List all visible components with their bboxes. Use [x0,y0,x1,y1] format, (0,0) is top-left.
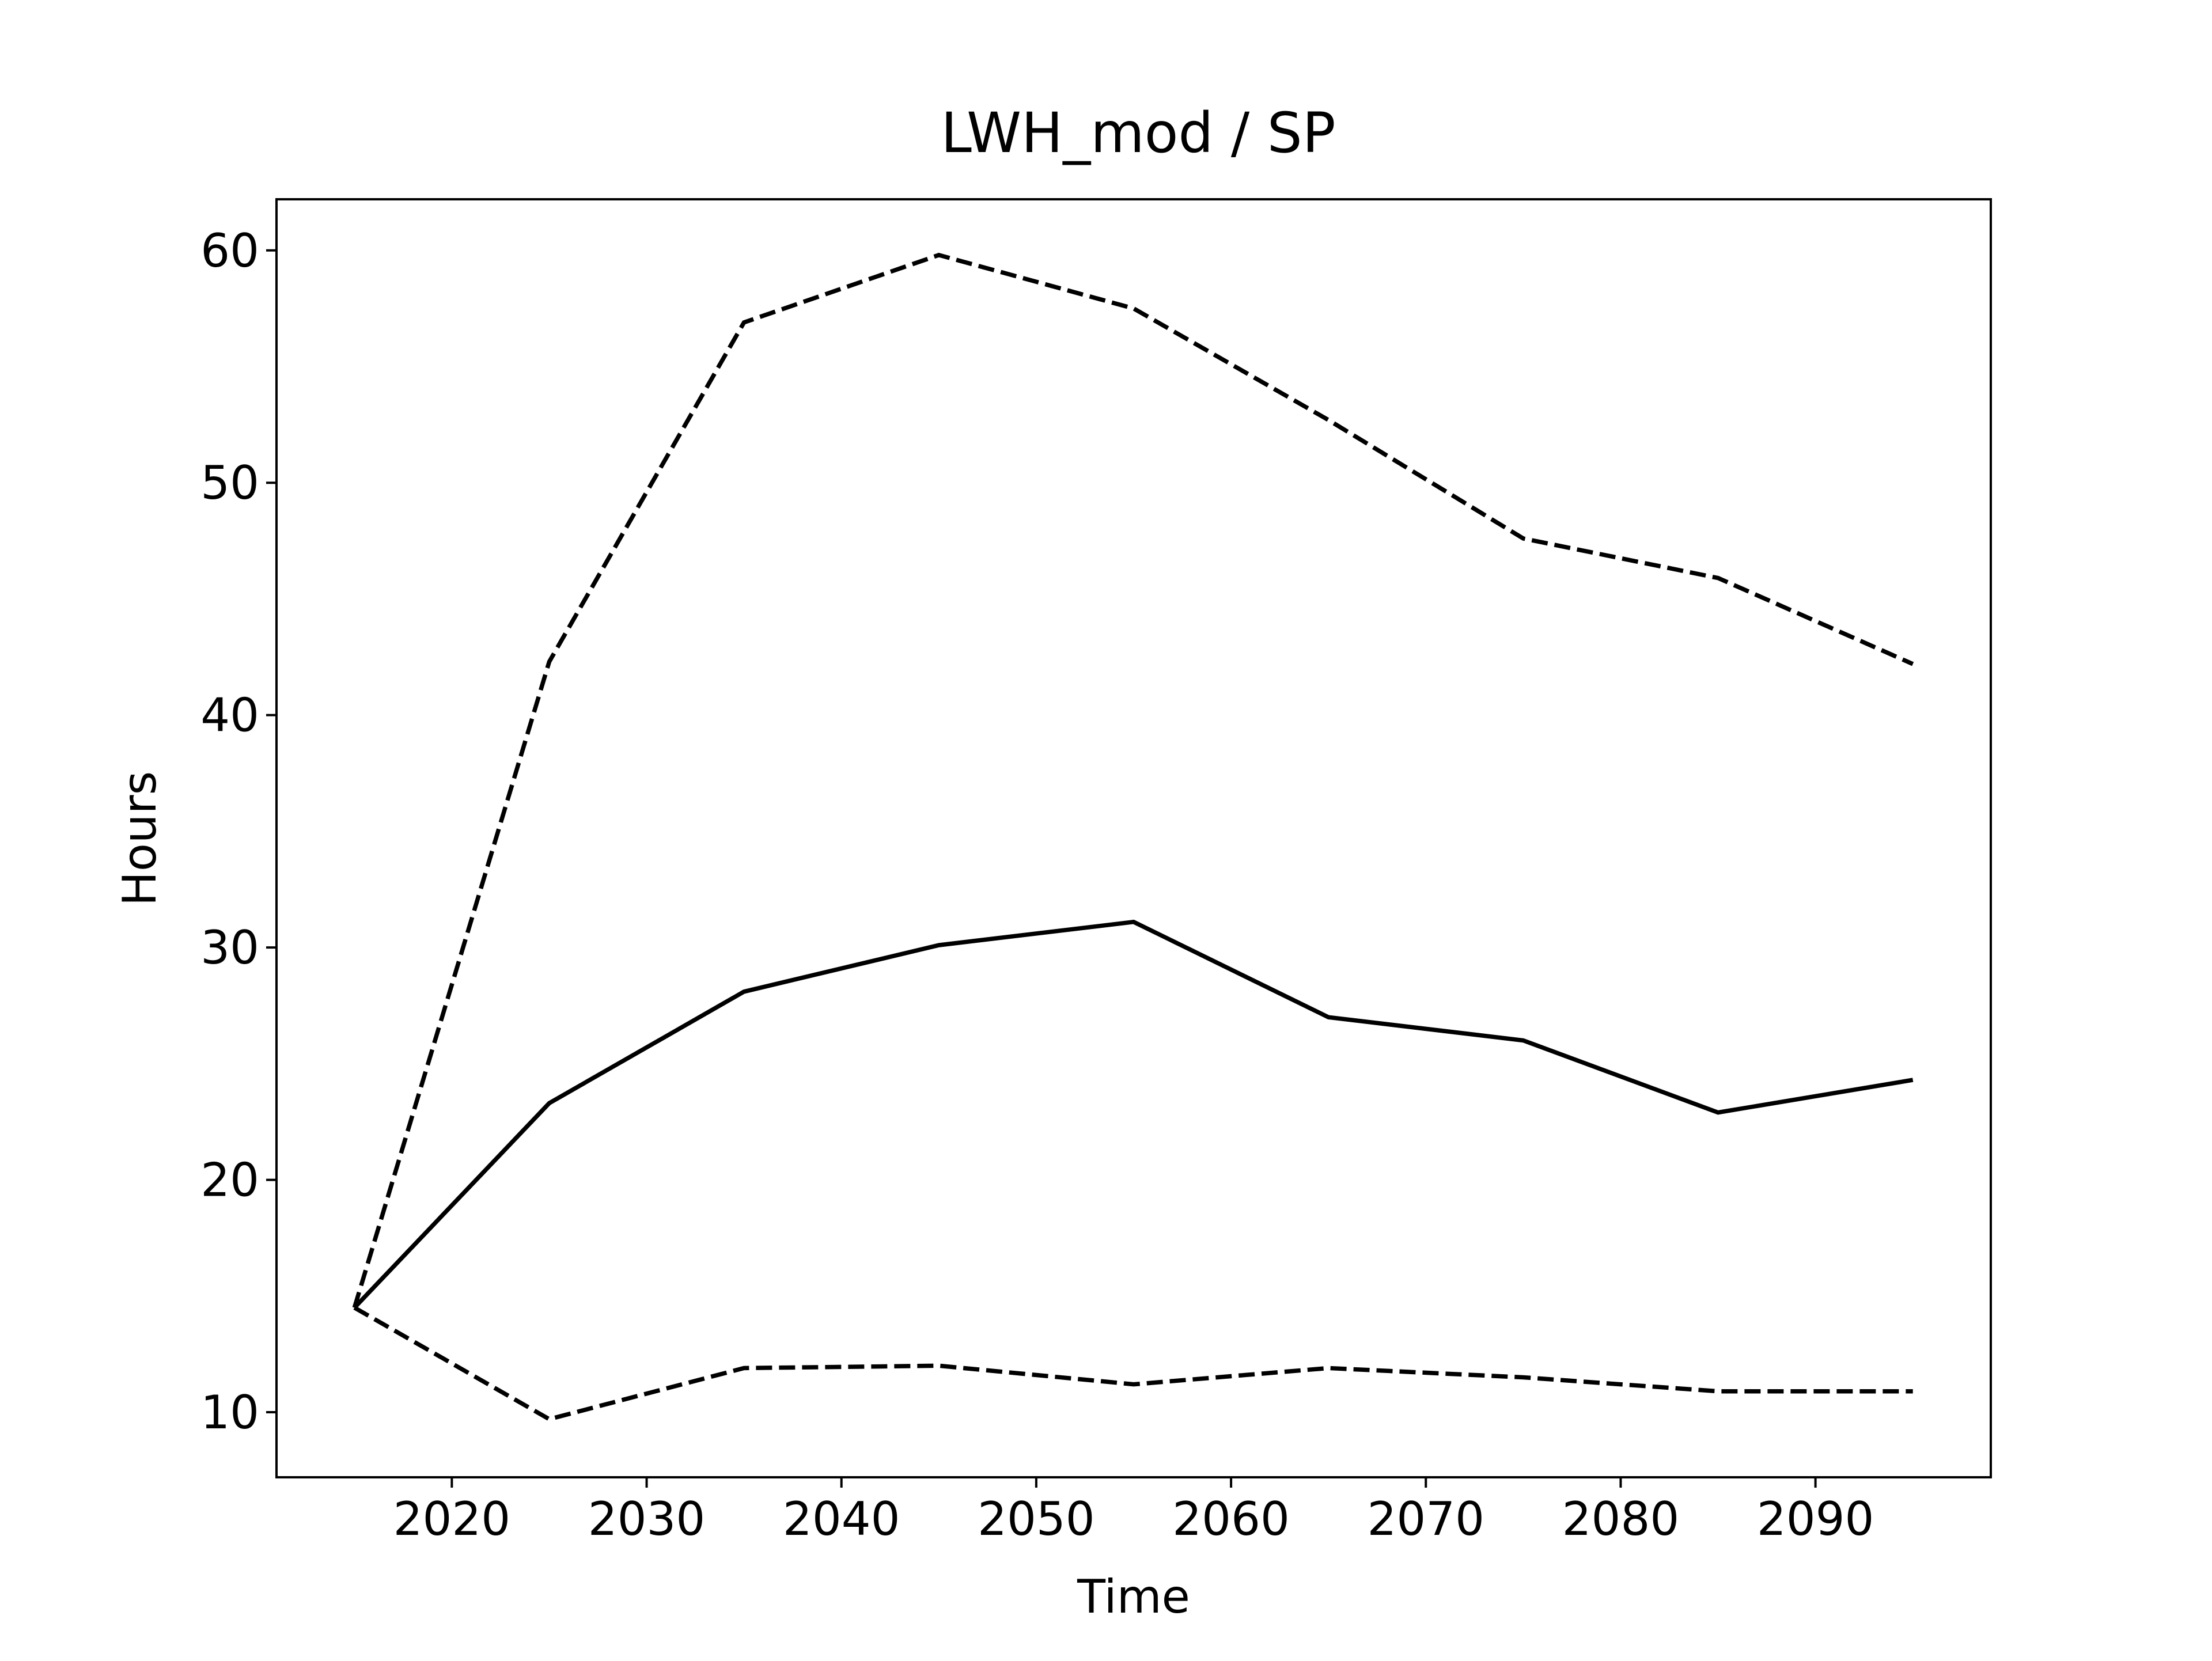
x-tick-label: 2030 [588,1492,706,1546]
x-axis-label: Time [1077,1570,1190,1624]
x-tick-label: 2090 [1757,1492,1874,1546]
series-line-2 [353,919,1914,1310]
x-tick-label: 2070 [1367,1492,1484,1546]
axes-frame [275,198,1992,1478]
x-tick-label: 2080 [1562,1492,1680,1546]
y-tick-label: 20 [200,1154,259,1207]
x-tick-label: 2060 [1172,1492,1290,1546]
y-tick-label: 10 [200,1386,259,1439]
y-tick-label: 40 [200,689,259,742]
y-axis-label: Hours [113,771,166,906]
y-axis: 10 20 30 40 50 60 [200,224,276,1439]
y-tick-label: 50 [200,456,259,510]
y-tick-label: 60 [200,224,259,278]
y-tick-label: 30 [200,921,259,974]
x-tick-label: 2050 [978,1492,1095,1546]
plot-area [352,252,1914,1422]
series-line-3 [353,1306,1913,1422]
x-tick-label: 2040 [783,1492,900,1546]
chart-title: LWH_mod / SP [941,101,1335,165]
series-line-1 [352,252,1914,1309]
x-axis: 2020 2030 2040 2050 2060 2070 2080 2090 [393,1477,1874,1546]
x-tick-label: 2020 [393,1492,511,1546]
